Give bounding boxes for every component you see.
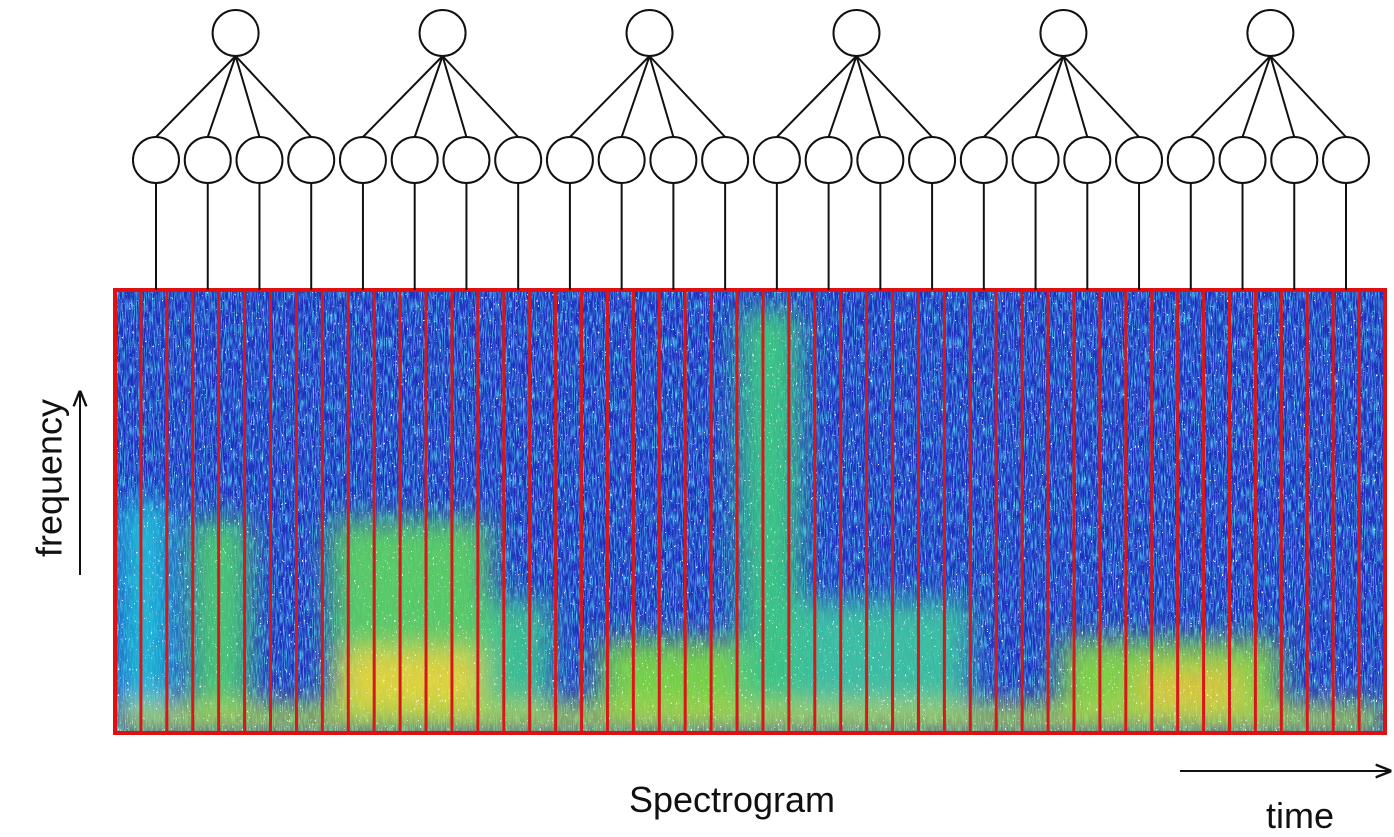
edge	[441, 55, 519, 138]
hidden-node	[1322, 136, 1370, 184]
hidden-node	[597, 136, 646, 184]
hidden-node	[1166, 136, 1215, 184]
hidden-node	[959, 136, 1008, 184]
top-node	[1039, 9, 1088, 57]
edge	[1269, 55, 1347, 138]
spectrogram-border	[113, 288, 1387, 735]
network	[132, 9, 1370, 290]
edge	[648, 55, 675, 138]
edge	[1241, 55, 1272, 138]
hidden-node	[649, 136, 698, 184]
hidden-node	[338, 136, 387, 184]
caption: Spectrogram	[629, 779, 835, 820]
edge	[855, 55, 882, 138]
edge	[569, 55, 651, 138]
frame-grid	[139, 290, 1361, 733]
edge	[1190, 55, 1272, 138]
x-axis-label: time	[1266, 795, 1334, 836]
top-node	[418, 9, 467, 57]
hidden-node	[287, 136, 336, 184]
hidden-node	[856, 136, 905, 184]
edge	[234, 55, 312, 138]
hidden-node	[1063, 136, 1112, 184]
edge	[441, 55, 468, 138]
hidden-node	[908, 136, 957, 184]
hidden-node	[1218, 136, 1267, 184]
top-node	[211, 9, 260, 57]
hidden-node	[494, 136, 543, 184]
hidden-node	[1270, 136, 1319, 184]
hidden-node	[183, 136, 232, 184]
edge	[1034, 55, 1065, 138]
hidden-node	[390, 136, 439, 184]
top-node	[832, 9, 881, 57]
edge	[620, 55, 651, 138]
hidden-node	[132, 136, 180, 184]
hidden-node	[442, 136, 491, 184]
hidden-node	[1115, 136, 1164, 184]
y-axis-label: frequency	[29, 399, 70, 557]
hidden-node	[235, 136, 284, 184]
edge	[413, 55, 444, 138]
edge	[648, 55, 726, 138]
top-node	[625, 9, 674, 57]
top-node	[1246, 9, 1295, 57]
edge	[362, 55, 444, 138]
hidden-node	[804, 136, 853, 184]
edge	[1062, 55, 1140, 138]
hidden-node	[701, 136, 750, 184]
edge	[1269, 55, 1296, 138]
edge	[234, 55, 261, 138]
edge	[1062, 55, 1089, 138]
spectrogram	[115, 290, 1385, 733]
hidden-node	[1011, 136, 1060, 184]
hidden-node	[545, 136, 594, 184]
edge	[855, 55, 933, 138]
edge	[776, 55, 858, 138]
edge	[206, 55, 237, 138]
edge	[983, 55, 1065, 138]
edge	[155, 55, 237, 138]
edge	[827, 55, 858, 138]
hidden-node	[752, 136, 801, 184]
